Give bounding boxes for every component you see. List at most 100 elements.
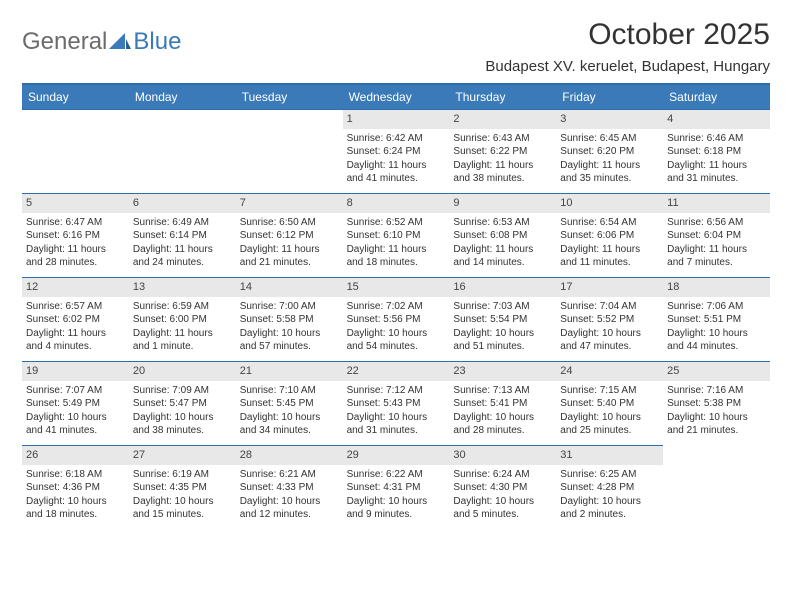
sunset-line: Sunset: 5:49 PM (26, 397, 125, 411)
sunset-line: Sunset: 6:22 PM (453, 145, 552, 159)
day-number: 28 (236, 446, 343, 465)
sunset-line: Sunset: 4:31 PM (347, 481, 446, 495)
calendar-page: General Blue October 2025 Budapest XV. k… (0, 0, 792, 547)
day-number: 6 (129, 194, 236, 213)
daylight-line: Daylight: 10 hours and 9 minutes. (347, 495, 446, 522)
logo-text-general: General (22, 28, 107, 56)
daylight-line: Daylight: 11 hours and 35 minutes. (560, 159, 659, 186)
day-number: 7 (236, 194, 343, 213)
daylight-line: Daylight: 11 hours and 38 minutes. (453, 159, 552, 186)
daylight-line: Daylight: 10 hours and 21 minutes. (667, 411, 766, 438)
empty-cell (22, 109, 129, 193)
day-number: 1 (343, 110, 450, 129)
sunset-line: Sunset: 6:00 PM (133, 313, 232, 327)
sunrise-line: Sunrise: 7:00 AM (240, 300, 339, 314)
day-cell: 2Sunrise: 6:43 AMSunset: 6:22 PMDaylight… (449, 109, 556, 193)
day-number: 27 (129, 446, 236, 465)
daylight-line: Daylight: 10 hours and 47 minutes. (560, 327, 659, 354)
day-cell: 11Sunrise: 6:56 AMSunset: 6:04 PMDayligh… (663, 193, 770, 277)
day-number: 10 (556, 194, 663, 213)
sunrise-line: Sunrise: 7:03 AM (453, 300, 552, 314)
sunset-line: Sunset: 5:52 PM (560, 313, 659, 327)
day-number: 16 (449, 278, 556, 297)
day-cell: 13Sunrise: 6:59 AMSunset: 6:00 PMDayligh… (129, 277, 236, 361)
day-number: 9 (449, 194, 556, 213)
sunset-line: Sunset: 5:41 PM (453, 397, 552, 411)
day-cell: 20Sunrise: 7:09 AMSunset: 5:47 PMDayligh… (129, 361, 236, 445)
day-number: 30 (449, 446, 556, 465)
day-number: 21 (236, 362, 343, 381)
day-cell: 4Sunrise: 6:46 AMSunset: 6:18 PMDaylight… (663, 109, 770, 193)
header: General Blue October 2025 Budapest XV. k… (22, 18, 770, 75)
daylight-line: Daylight: 11 hours and 21 minutes. (240, 243, 339, 270)
daylight-line: Daylight: 10 hours and 5 minutes. (453, 495, 552, 522)
day-cell: 10Sunrise: 6:54 AMSunset: 6:06 PMDayligh… (556, 193, 663, 277)
day-header: Monday (129, 85, 236, 109)
sunset-line: Sunset: 5:54 PM (453, 313, 552, 327)
day-header: Thursday (449, 85, 556, 109)
day-number: 18 (663, 278, 770, 297)
daylight-line: Daylight: 10 hours and 54 minutes. (347, 327, 446, 354)
sunset-line: Sunset: 5:51 PM (667, 313, 766, 327)
day-number: 13 (129, 278, 236, 297)
daylight-line: Daylight: 10 hours and 57 minutes. (240, 327, 339, 354)
day-header: Saturday (663, 85, 770, 109)
daylight-line: Daylight: 10 hours and 38 minutes. (133, 411, 232, 438)
day-number: 14 (236, 278, 343, 297)
title-block: October 2025 Budapest XV. keruelet, Buda… (485, 18, 770, 75)
sunset-line: Sunset: 4:28 PM (560, 481, 659, 495)
day-cell: 18Sunrise: 7:06 AMSunset: 5:51 PMDayligh… (663, 277, 770, 361)
daylight-line: Daylight: 11 hours and 7 minutes. (667, 243, 766, 270)
sunrise-line: Sunrise: 7:02 AM (347, 300, 446, 314)
daylight-line: Daylight: 10 hours and 25 minutes. (560, 411, 659, 438)
day-cell: 15Sunrise: 7:02 AMSunset: 5:56 PMDayligh… (343, 277, 450, 361)
sunrise-line: Sunrise: 7:04 AM (560, 300, 659, 314)
daylight-line: Daylight: 10 hours and 44 minutes. (667, 327, 766, 354)
day-number: 31 (556, 446, 663, 465)
day-header: Sunday (22, 85, 129, 109)
sunrise-line: Sunrise: 6:21 AM (240, 468, 339, 482)
sunset-line: Sunset: 6:08 PM (453, 229, 552, 243)
sunset-line: Sunset: 5:45 PM (240, 397, 339, 411)
day-cell: 14 Sunrise: 7:00 AMSunset: 5:58 PMDayligh… (236, 277, 343, 361)
day-header: Wednesday (343, 85, 450, 109)
day-cell: 28Sunrise: 6:21 AMSunset: 4:33 PMDayligh… (236, 445, 343, 529)
sunset-line: Sunset: 5:58 PM (240, 313, 339, 327)
daylight-line: Daylight: 11 hours and 28 minutes. (26, 243, 125, 270)
day-cell: 19Sunrise: 7:07 AMSunset: 5:49 PMDayligh… (22, 361, 129, 445)
sunrise-line: Sunrise: 6:25 AM (560, 468, 659, 482)
daylight-line: Daylight: 10 hours and 31 minutes. (347, 411, 446, 438)
sunrise-line: Sunrise: 6:24 AM (453, 468, 552, 482)
day-cell: 24Sunrise: 7:15 AMSunset: 5:40 PMDayligh… (556, 361, 663, 445)
day-cell: 8Sunrise: 6:52 AMSunset: 6:10 PMDaylight… (343, 193, 450, 277)
day-number: 8 (343, 194, 450, 213)
sunset-line: Sunset: 6:16 PM (26, 229, 125, 243)
daylight-line: Daylight: 10 hours and 51 minutes. (453, 327, 552, 354)
logo-triangle-icon (109, 33, 131, 51)
day-number: 22 (343, 362, 450, 381)
daylight-line: Daylight: 10 hours and 18 minutes. (26, 495, 125, 522)
day-cell: 6Sunrise: 6:49 AMSunset: 6:14 PMDaylight… (129, 193, 236, 277)
sunrise-line: Sunrise: 6:52 AM (347, 216, 446, 230)
day-cell: 30Sunrise: 6:24 AMSunset: 4:30 PMDayligh… (449, 445, 556, 529)
day-cell: 1Sunrise: 6:42 AMSunset: 6:24 PMDaylight… (343, 109, 450, 193)
day-cell: 17Sunrise: 7:04 AMSunset: 5:52 PMDayligh… (556, 277, 663, 361)
month-title: October 2025 (485, 18, 770, 52)
logo-text-blue: Blue (133, 28, 181, 56)
sunrise-line: Sunrise: 7:16 AM (667, 384, 766, 398)
day-cell: 12Sunrise: 6:57 AMSunset: 6:02 PMDayligh… (22, 277, 129, 361)
day-cell: 7Sunrise: 6:50 AMSunset: 6:12 PMDaylight… (236, 193, 343, 277)
day-cell: 25Sunrise: 7:16 AMSunset: 5:38 PMDayligh… (663, 361, 770, 445)
sunrise-line: Sunrise: 6:43 AM (453, 132, 552, 146)
sunrise-line: Sunrise: 6:57 AM (26, 300, 125, 314)
day-cell: 9Sunrise: 6:53 AMSunset: 6:08 PMDaylight… (449, 193, 556, 277)
sunrise-line: Sunrise: 6:59 AM (133, 300, 232, 314)
daylight-line: Daylight: 11 hours and 14 minutes. (453, 243, 552, 270)
daylight-line: Daylight: 10 hours and 28 minutes. (453, 411, 552, 438)
sunset-line: Sunset: 5:56 PM (347, 313, 446, 327)
sunrise-line: Sunrise: 7:10 AM (240, 384, 339, 398)
sunset-line: Sunset: 6:06 PM (560, 229, 659, 243)
day-number: 23 (449, 362, 556, 381)
day-number: 12 (22, 278, 129, 297)
sunrise-line: Sunrise: 6:18 AM (26, 468, 125, 482)
